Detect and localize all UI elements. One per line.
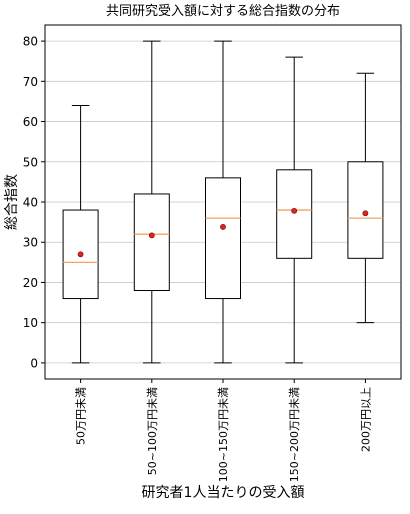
x-tick-label: 50万円未満 [75, 387, 88, 445]
iqr-box [276, 169, 313, 259]
x-tick-label: 200万円以上 [359, 387, 372, 452]
mean-marker [77, 251, 84, 258]
box-3 [205, 40, 241, 364]
y-tick-label: 50 [23, 155, 38, 169]
box-4 [276, 56, 313, 364]
iqr-box [347, 161, 384, 259]
iqr-box [205, 177, 241, 300]
y-tick-label: 0 [30, 356, 38, 370]
x-tick-label: 150~200万円未満 [288, 387, 301, 482]
y-tick-label: 80 [23, 35, 38, 49]
mean-marker [291, 207, 298, 214]
y-axis-label: 総合指数 [4, 174, 20, 230]
box-series [62, 40, 384, 364]
x-axis: 50万円未満 50~100万円未満 100~150万円未満 150~200万円未満 20… [75, 379, 372, 482]
iqr-box [133, 193, 170, 291]
x-tick-label: 50~100万円未満 [146, 387, 159, 475]
chart-title: 共同研究受入額に対する総合指数の分布 [106, 4, 340, 19]
y-tick-label: 70 [23, 75, 38, 89]
box-2 [133, 40, 170, 364]
x-axis-label: 研究者1人当たりの受入額 [142, 485, 305, 501]
box-5 [347, 72, 384, 324]
y-tick-label: 10 [23, 316, 38, 330]
y-tick-label: 60 [23, 115, 38, 129]
mean-marker [148, 232, 155, 239]
mean-marker [362, 210, 369, 217]
y-tick-label: 30 [23, 236, 38, 250]
x-tick-label: 100~150万円未満 [217, 387, 230, 482]
box-1 [62, 104, 99, 364]
mean-marker [220, 224, 226, 230]
y-tick-label: 40 [23, 196, 38, 210]
y-axis: 0 10 20 30 40 50 60 70 80 [23, 35, 45, 370]
y-tick-label: 20 [23, 276, 38, 290]
